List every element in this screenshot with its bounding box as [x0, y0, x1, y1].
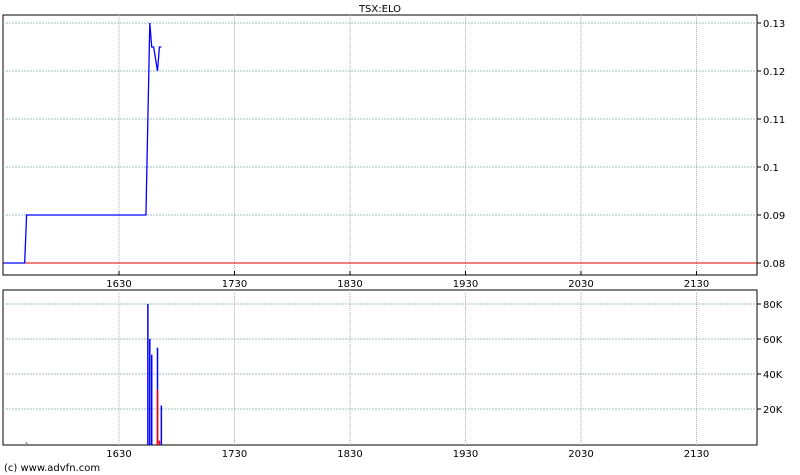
price-x-tick-label: 1630 [106, 279, 131, 290]
price-y-tick-label: 0.13 [763, 19, 785, 30]
price-x-tick-label: 1830 [337, 279, 362, 290]
volume-x-tick-label: 1930 [453, 449, 478, 460]
price-x-tick-label: 1730 [222, 279, 247, 290]
price-line [3, 22, 162, 264]
volume-x-tick-label: 2030 [568, 449, 593, 460]
volume-x-tick-label: 1630 [106, 449, 131, 460]
chart-title: TSX:ELO [358, 4, 401, 15]
price-x-tick-label: 2130 [684, 279, 709, 290]
price-x-tick-label: 2030 [568, 279, 593, 290]
volume-x-tick-label: 2130 [684, 449, 709, 460]
price-y-tick-label: 0.08 [763, 259, 785, 270]
copyright-footer: (c) www.advfn.com [4, 463, 100, 474]
volume-y-tick-label: 20K [763, 405, 783, 416]
price-panel-frame [2, 14, 758, 276]
price-y-tick-label: 0.1 [763, 163, 779, 174]
volume-x-tick-label: 1730 [222, 449, 247, 460]
price-y-tick-label: 0.09 [763, 211, 785, 222]
volume-y-tick-label: 80K [763, 300, 783, 311]
price-x-tick-label: 1930 [453, 279, 478, 290]
price-y-tick-label: 0.11 [763, 115, 785, 126]
volume-x-tick-label: 1830 [337, 449, 362, 460]
price-y-tick-label: 0.12 [763, 67, 785, 78]
volume-y-tick-label: 40K [763, 370, 783, 381]
volume-y-tick-label: 60K [763, 335, 783, 346]
volume-panel-frame [2, 289, 758, 446]
